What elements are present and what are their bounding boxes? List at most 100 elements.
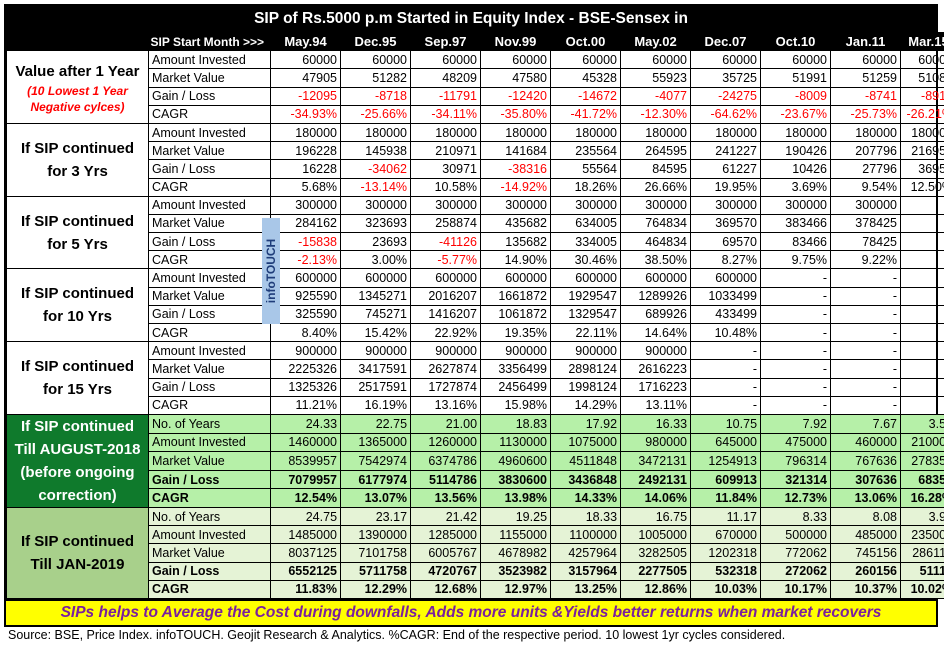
value-cell: 235564 <box>550 141 622 161</box>
month-header: May.02 <box>620 31 692 52</box>
value-cell: - <box>900 250 944 270</box>
value-cell: 8.27% <box>690 250 762 270</box>
value-cell: -41126 <box>410 232 482 252</box>
value-cell: 1460000 <box>270 432 342 453</box>
value-cell: 24.75 <box>270 506 342 527</box>
value-cell: 900000 <box>340 341 412 361</box>
value-cell: 14.90% <box>480 250 552 270</box>
table-row: CAGR 8.40% 15.42% 22.92% 19.35% 22.11% 14.64% 1… <box>7 322 944 343</box>
value-cell: 2492131 <box>620 469 692 490</box>
value-cell: 22.11% <box>550 322 622 343</box>
value-cell: - <box>830 286 902 306</box>
value-cell: 286117 <box>900 543 944 563</box>
value-cell: - <box>760 268 832 288</box>
table-row: Amount Invested 1460000 1365000 1260000 1130… <box>7 432 944 453</box>
value-cell: 258874 <box>410 213 482 234</box>
value-cell: 307636 <box>830 469 902 490</box>
value-cell: 14.06% <box>620 488 692 508</box>
value-cell: 300000 <box>550 195 622 215</box>
value-cell: - <box>830 395 902 415</box>
value-cell: 300000 <box>480 195 552 215</box>
row-label: Market Value <box>147 286 272 306</box>
value-cell: -38316 <box>480 159 552 179</box>
value-cell: 196228 <box>270 141 342 161</box>
value-cell: 8.33 <box>760 506 832 527</box>
value-cell: 12.97% <box>480 579 552 599</box>
value-cell: 30971 <box>410 159 482 179</box>
value-cell: 60000 <box>340 50 412 70</box>
table-row: If SIP continued for 5 Yrs Amount Investe… <box>6 195 944 270</box>
value-cell: 767636 <box>830 451 902 471</box>
value-cell: 180000 <box>900 122 944 143</box>
value-cell: 51991 <box>760 68 832 88</box>
value-cell: 51088 <box>900 68 944 88</box>
value-cell: 10.37% <box>830 579 902 599</box>
value-cell: 1485000 <box>270 525 342 545</box>
value-cell: -64.62% <box>690 104 762 124</box>
value-cell: - <box>690 377 762 397</box>
value-cell: 180000 <box>270 122 342 143</box>
value-cell: 334005 <box>550 232 622 252</box>
value-cell: 2225326 <box>270 359 342 379</box>
row-label: CAGR <box>147 104 272 124</box>
table-row: If SIP continued for 3 Yrs Amount Investe… <box>6 122 944 197</box>
value-cell: 241227 <box>690 141 762 161</box>
value-cell: 16.33 <box>620 413 692 434</box>
value-cell: -14672 <box>550 86 622 106</box>
value-cell: 3356499 <box>480 359 552 379</box>
value-cell: 180000 <box>830 122 902 143</box>
value-cell: 12.54% <box>270 488 342 508</box>
value-cell: 1365000 <box>340 432 412 453</box>
group-label: If SIP continued for 10 Yrs <box>6 268 149 343</box>
table-row: Gain / Loss 325590 745271 1416207 1061872 132… <box>7 304 944 325</box>
value-cell: -13.14% <box>340 177 412 197</box>
value-cell: 17.92 <box>550 413 622 434</box>
value-cell: -41.72% <box>550 104 622 124</box>
value-cell: 8539957 <box>270 451 342 471</box>
value-cell: 4257964 <box>550 543 622 563</box>
value-cell: - <box>760 322 832 343</box>
value-cell: 900000 <box>620 341 692 361</box>
value-cell: 900000 <box>270 341 342 361</box>
value-cell: 190426 <box>760 141 832 161</box>
value-cell: 1416207 <box>410 304 482 325</box>
value-cell: -34.11% <box>410 104 482 124</box>
value-cell: 12.68% <box>410 579 482 599</box>
value-cell: 51259 <box>830 68 902 88</box>
value-cell: 15.98% <box>480 395 552 415</box>
value-cell: 500000 <box>760 525 832 545</box>
value-cell: 51117 <box>900 561 944 581</box>
value-cell: 2277505 <box>620 561 692 581</box>
value-cell: 14.29% <box>550 395 622 415</box>
value-cell: 1155000 <box>480 525 552 545</box>
value-cell: - <box>760 304 832 325</box>
row-label: Market Value <box>147 543 272 563</box>
value-cell: 300000 <box>620 195 692 215</box>
value-cell: 11.17 <box>690 506 762 527</box>
value-cell: 60000 <box>270 50 342 70</box>
value-cell: 323693 <box>340 213 412 234</box>
value-cell: -24275 <box>690 86 762 106</box>
value-cell: -5.77% <box>410 250 482 270</box>
source-note: Source: BSE, Price Index. infoTOUCH. Geo… <box>8 628 786 642</box>
row-label: Amount Invested <box>147 195 272 215</box>
value-cell: 2456499 <box>480 377 552 397</box>
value-cell: 180000 <box>760 122 832 143</box>
value-cell: -2.13% <box>270 250 342 270</box>
value-cell: 796314 <box>760 451 832 471</box>
value-cell: - <box>760 377 832 397</box>
month-header: Oct.10 <box>760 31 832 52</box>
value-cell: 13.16% <box>410 395 482 415</box>
value-cell: 21.42 <box>410 506 482 527</box>
value-cell: -12.30% <box>620 104 692 124</box>
value-cell: 2616223 <box>620 359 692 379</box>
value-cell: 141684 <box>480 141 552 161</box>
value-cell: 1325326 <box>270 377 342 397</box>
row-label: No. of Years <box>147 506 272 527</box>
value-cell: 3157964 <box>550 561 622 581</box>
value-cell: 22.92% <box>410 322 482 343</box>
value-cell: 321314 <box>760 469 832 490</box>
value-cell: 60000 <box>550 50 622 70</box>
value-cell: 38.50% <box>620 250 692 270</box>
value-cell: 1130000 <box>480 432 552 453</box>
